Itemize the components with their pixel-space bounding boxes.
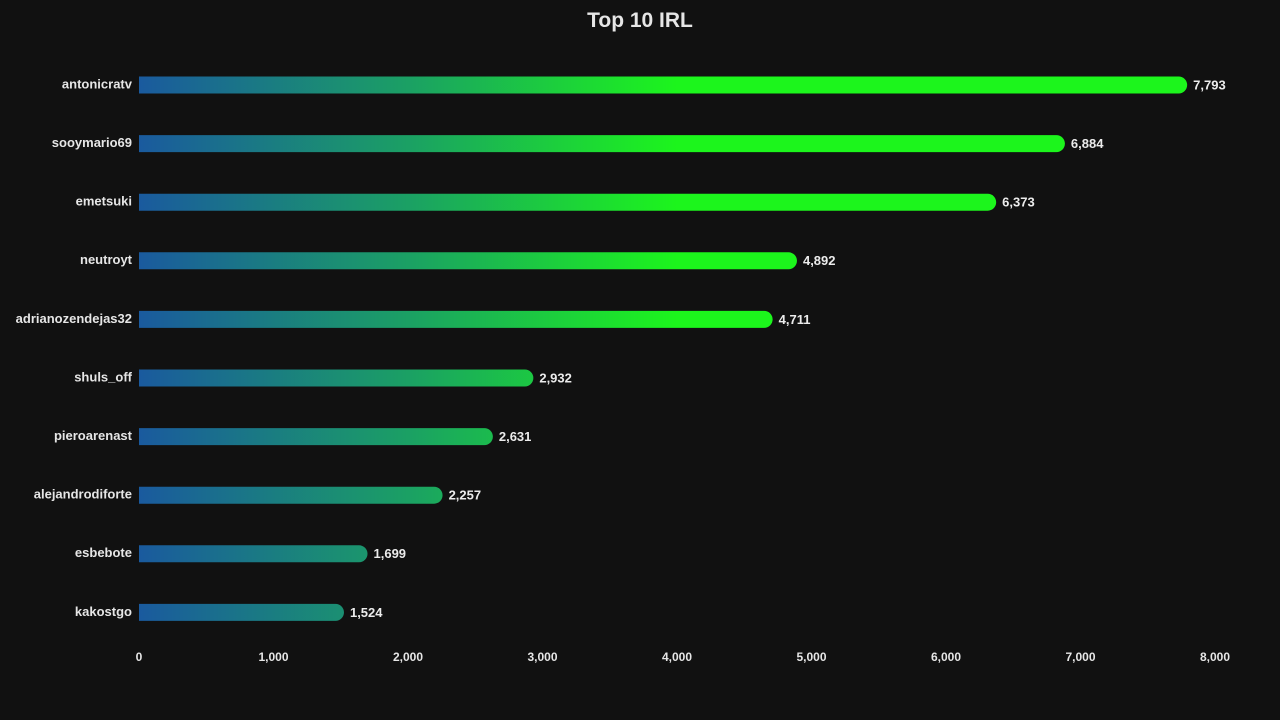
category-label: alejandrodiforte xyxy=(34,487,132,502)
bar-antonicratv xyxy=(139,76,1188,94)
category-label: sooymario69 xyxy=(52,135,132,150)
x-tick-label: 0 xyxy=(136,650,143,664)
bar-kakostgo xyxy=(139,603,344,621)
value-label: 2,631 xyxy=(499,429,532,444)
category-label: antonicratv xyxy=(62,76,133,91)
x-tick-label: 6,000 xyxy=(931,650,961,664)
x-tick-label: 4,000 xyxy=(662,650,692,664)
value-label: 1,699 xyxy=(374,546,407,561)
bars-layer xyxy=(139,76,1188,621)
value-label: 2,257 xyxy=(449,488,482,503)
x-tick-label: 3,000 xyxy=(527,650,557,664)
x-axis-ticks: 0 1,000 2,000 3,000 4,000 5,000 6,000 7,000 8,00… xyxy=(136,650,1231,664)
category-labels: antonicratv sooymario69 emetsuki neutroyt ad… xyxy=(16,76,133,618)
bar-esbebote xyxy=(139,545,368,563)
category-label: esbebote xyxy=(75,545,132,560)
x-tick-label: 5,000 xyxy=(796,650,826,664)
chart-title: Top 10 IRL xyxy=(587,9,693,32)
x-tick-label: 1,000 xyxy=(258,650,288,664)
value-label: 1,524 xyxy=(350,605,383,620)
category-label: kakostgo xyxy=(75,604,132,619)
x-tick-label: 8,000 xyxy=(1200,650,1230,664)
value-label: 6,884 xyxy=(1071,136,1104,151)
x-tick-label: 2,000 xyxy=(393,650,423,664)
bar-shuls_off xyxy=(139,369,534,387)
category-label: neutroyt xyxy=(80,252,133,267)
bar-alejandrodiforte xyxy=(139,486,443,504)
category-label: adrianozendejas32 xyxy=(16,311,132,326)
value-label: 7,793 xyxy=(1193,77,1226,92)
bar-pieroarenast xyxy=(139,428,493,446)
value-label: 2,932 xyxy=(539,370,572,385)
value-label: 4,892 xyxy=(803,253,836,268)
category-label: pieroarenast xyxy=(54,428,133,443)
x-tick-label: 7,000 xyxy=(1065,650,1095,664)
bar-sooymario69 xyxy=(139,135,1065,153)
category-label: emetsuki xyxy=(76,194,132,209)
bar-emetsuki xyxy=(139,193,997,211)
value-label: 6,373 xyxy=(1002,195,1035,210)
bar-neutroyt xyxy=(139,252,797,270)
value-label: 4,711 xyxy=(779,312,811,327)
bar-adrianozendejas32 xyxy=(139,310,773,328)
value-labels: 7,793 6,884 6,373 4,892 4,711 2,932 2,631 2,257… xyxy=(350,77,1226,619)
category-label: shuls_off xyxy=(74,369,132,384)
